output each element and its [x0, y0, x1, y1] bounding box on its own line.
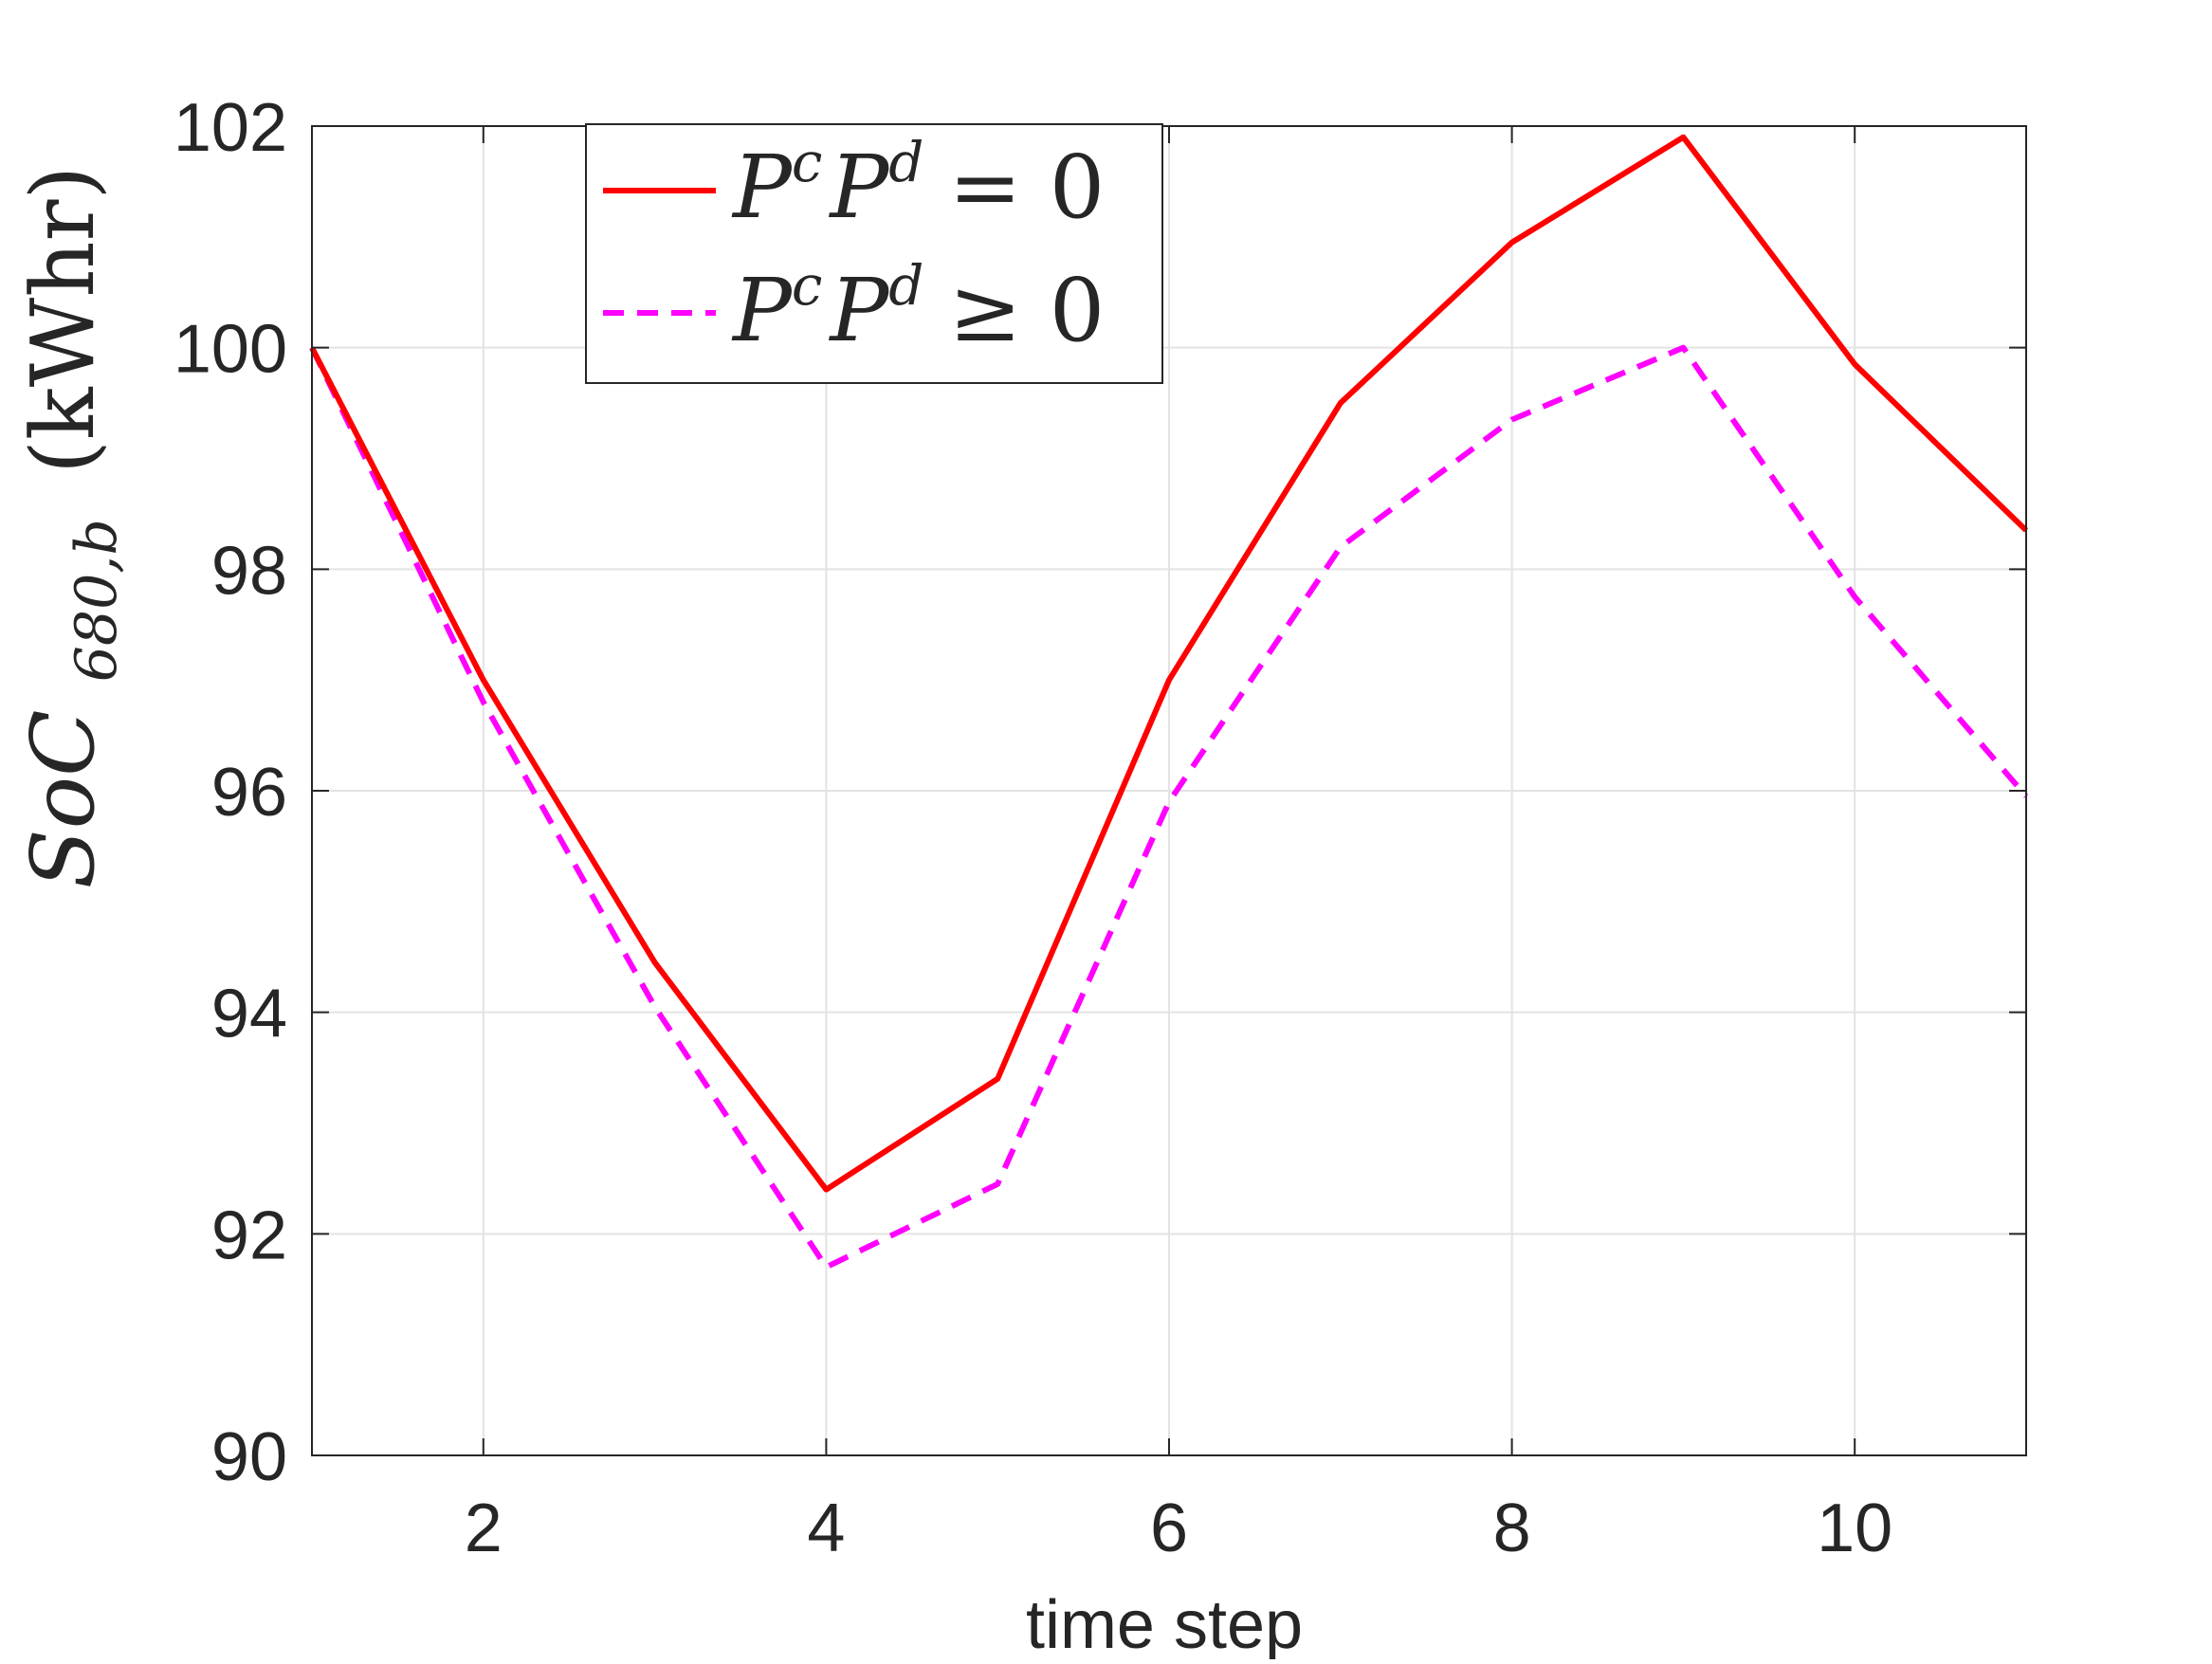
y-tick-label: 92 [211, 1198, 287, 1273]
y-tick-label: 96 [211, 755, 287, 831]
series-line-solid [309, 134, 2029, 1193]
y-axis-label: SoC 680,b (kWhr) [12, 166, 130, 889]
y-tick-label: 100 [174, 312, 287, 388]
x-tick-label: 8 [1493, 1490, 1531, 1566]
legend-box [585, 123, 1163, 384]
y-tick-label: 102 [174, 90, 287, 166]
y-axis-label-main: SoC [12, 710, 114, 889]
y-axis-label-subscript: 680,b [64, 519, 130, 682]
x-tick-label: 2 [465, 1490, 503, 1566]
svg-text:SoC 680,b (kWh: SoC 680,b (kWhr) [12, 166, 130, 889]
series-lines [309, 134, 2029, 1271]
x-tick-label: 4 [807, 1490, 845, 1566]
x-tick-label: 6 [1150, 1490, 1188, 1566]
legend-label-dashed: PcPd ≥ 0 [731, 253, 1105, 361]
y-tick-label: 98 [211, 533, 287, 609]
series-line-dashed [309, 344, 2029, 1271]
x-tick-labels: 2 4 6 8 10 [465, 1490, 1892, 1566]
legend-label-solid: PcPd = 0 [731, 130, 1105, 238]
grid-lines [312, 126, 2026, 1455]
x-tick-label: 10 [1817, 1490, 1892, 1566]
legend-entry-solid: PcPd = 0 [603, 130, 1105, 238]
axis-ticks [312, 125, 2026, 1456]
y-tick-labels: 90 92 94 96 98 100 102 [174, 90, 287, 1495]
legend-entry-dashed: PcPd ≥ 0 [603, 253, 1105, 361]
y-axis-label-unit: (kWhr) [12, 166, 114, 474]
y-tick-label: 94 [211, 977, 287, 1052]
y-tick-label: 90 [211, 1419, 287, 1495]
legend: PcPd = 0 PcPd ≥ 0 [585, 123, 1163, 384]
x-axis-label: time step [1026, 1587, 1303, 1659]
